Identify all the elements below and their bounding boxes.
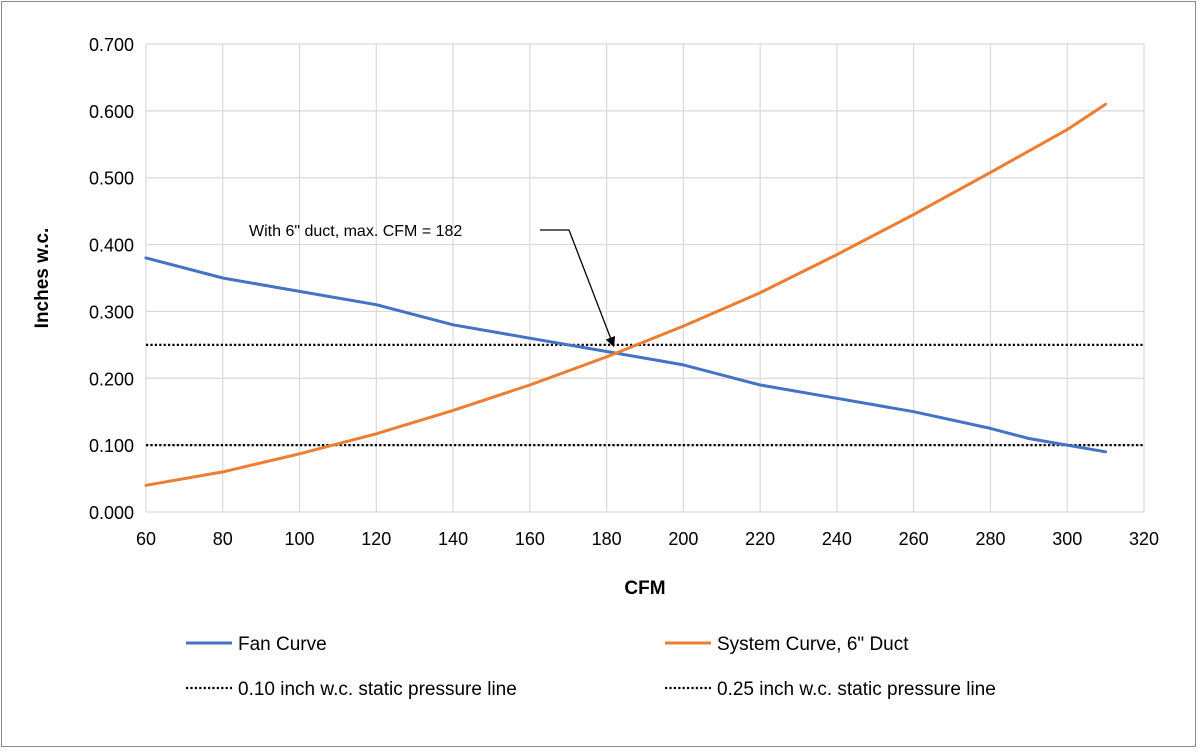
x-axis-title: CFM <box>624 578 665 599</box>
x-tick-label: 160 <box>515 529 545 549</box>
annotation-group: With 6" duct, max. CFM = 182 <box>249 223 616 348</box>
series-layer <box>144 102 1144 487</box>
x-tick-label: 120 <box>361 529 391 549</box>
y-tick-label: 0.500 <box>89 169 134 189</box>
x-tick-label: 240 <box>822 529 852 549</box>
x-tick-label: 100 <box>285 529 315 549</box>
y-tick-label: 0.300 <box>89 302 134 322</box>
x-tick-label: 260 <box>899 529 929 549</box>
x-tick-label: 60 <box>136 529 156 549</box>
legend-label-3: 0.25 inch w.c. static pressure line <box>717 679 996 700</box>
y-tick-label: 0.700 <box>89 35 134 55</box>
series-line-0 <box>144 256 1108 454</box>
x-tick-label: 140 <box>438 529 468 549</box>
y-tick-label: 0.000 <box>89 503 134 523</box>
x-tick-label: 220 <box>745 529 775 549</box>
tick-labels: 60 80 100 120 140 160 180 200 220 240 260 280 300 320… <box>89 35 1159 549</box>
series-line-1 <box>144 102 1108 487</box>
y-tick-label: 0.600 <box>89 102 134 122</box>
y-tick-label: 0.200 <box>89 369 134 389</box>
x-tick-label: 320 <box>1129 529 1159 549</box>
legend-label-1: System Curve, 6" Duct <box>717 634 909 655</box>
legend: Fan Curve System Curve, 6" Duct 0.10 inch … <box>186 634 996 700</box>
x-tick-label: 180 <box>592 529 622 549</box>
gridlines <box>145 43 1145 513</box>
annotation-label: With 6" duct, max. CFM = 182 <box>249 223 462 240</box>
y-axis-title: Inches w.c. <box>32 228 53 329</box>
x-tick-label: 80 <box>213 529 233 549</box>
x-tick-label: 300 <box>1052 529 1082 549</box>
y-tick-label: 0.100 <box>89 436 134 456</box>
x-tick-label: 200 <box>668 529 698 549</box>
y-tick-label: 0.400 <box>89 236 134 256</box>
x-tick-label: 280 <box>975 529 1005 549</box>
legend-label-2: 0.10 inch w.c. static pressure line <box>238 679 517 700</box>
legend-label-0: Fan Curve <box>238 634 327 655</box>
annotation-arrow <box>540 229 616 348</box>
